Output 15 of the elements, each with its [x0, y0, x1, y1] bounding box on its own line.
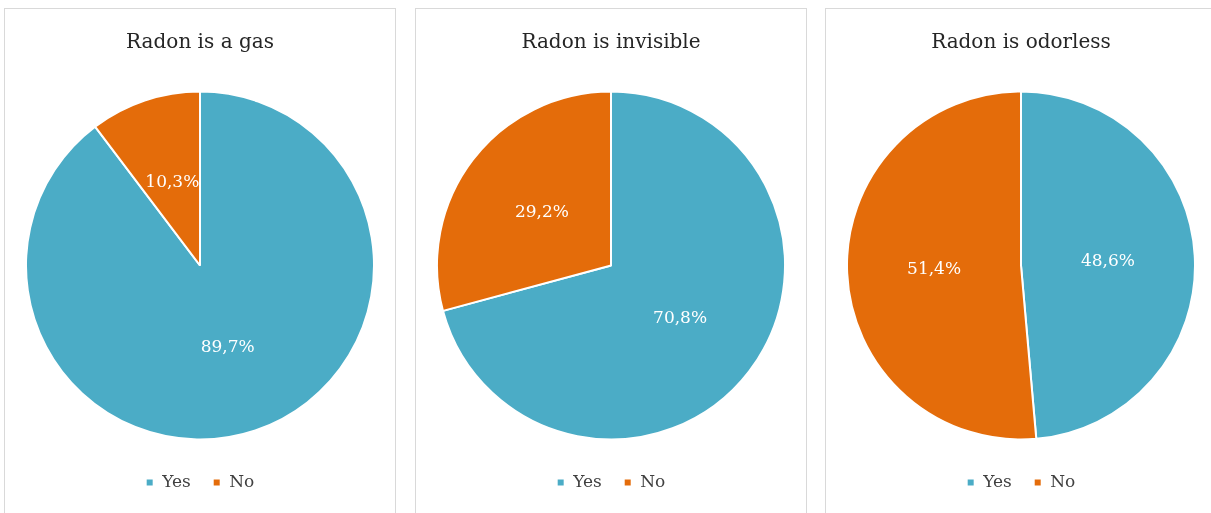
legend-label: Yes [982, 470, 1012, 491]
chart-title: Radon is invisible [521, 29, 701, 54]
chart-title: Radon is odorless [931, 29, 1111, 54]
chart-title: Radon is a gas [126, 29, 274, 54]
data-label: 10,3% [145, 171, 200, 192]
legend-label: No [1050, 470, 1076, 491]
legend-label: No [229, 470, 255, 491]
legend-label: Yes [572, 470, 602, 491]
legend-label: No [640, 470, 666, 491]
data-label: 89,7% [200, 336, 255, 357]
data-label: 29,2% [514, 201, 569, 222]
data-label: 51,4% [907, 257, 962, 278]
data-label: 70,8% [653, 306, 708, 327]
data-label: 48,6% [1080, 250, 1135, 271]
legend-label: Yes [161, 470, 191, 491]
